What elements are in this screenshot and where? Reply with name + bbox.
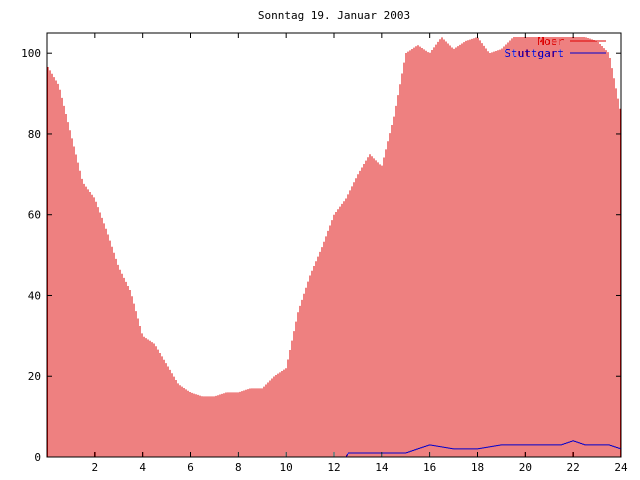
- x-tick-label: 10: [280, 461, 293, 474]
- y-axis: 0 20 40 60 80 100: [21, 47, 621, 464]
- y-tick-label: 0: [34, 451, 41, 464]
- x-tick-label: 2: [92, 461, 99, 474]
- moer-bars: [47, 37, 621, 457]
- x-tick-label: 24: [614, 461, 628, 474]
- y-tick-label: 80: [28, 128, 41, 141]
- legend-label-moer: Moer: [538, 35, 565, 48]
- x-tick-label: 18: [471, 461, 484, 474]
- chart-title: Sonntag 19. Januar 2003: [258, 9, 410, 22]
- x-tick-label: 20: [519, 461, 532, 474]
- x-axis: 2 4 6 8 10 12 14 16 18 20 22 24: [92, 33, 628, 474]
- legend-label-stuttgart: Stuttgart: [504, 47, 564, 60]
- x-tick-label: 22: [567, 461, 580, 474]
- x-tick-label: 16: [423, 461, 436, 474]
- x-tick-label: 4: [139, 461, 146, 474]
- legend: Moer Stuttgart: [504, 35, 606, 60]
- x-tick-label: 14: [375, 461, 389, 474]
- x-tick-label: 12: [327, 461, 340, 474]
- y-tick-label: 60: [28, 209, 41, 222]
- y-tick-label: 100: [21, 47, 41, 60]
- y-tick-label: 20: [28, 370, 41, 383]
- x-tick-label: 8: [235, 461, 242, 474]
- stuttgart-line: [47, 440, 622, 458]
- y-tick-label: 40: [28, 289, 41, 302]
- x-tick-label: 6: [187, 461, 194, 474]
